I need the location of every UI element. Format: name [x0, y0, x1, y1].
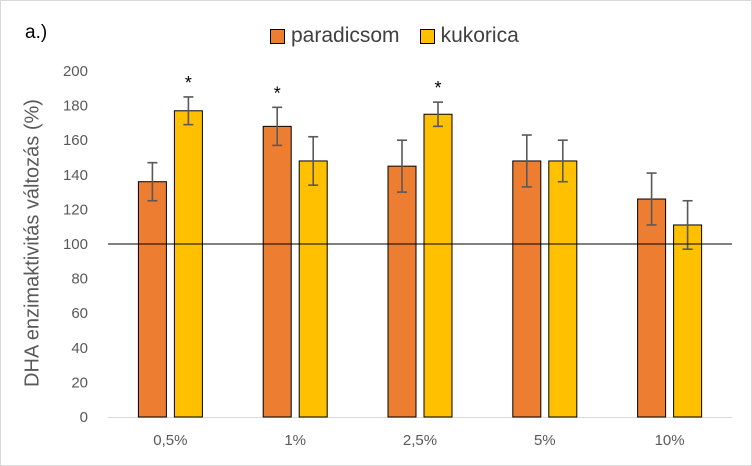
x-tick-label: 1% — [284, 432, 306, 449]
bar-paradicsom-2 — [388, 166, 416, 417]
bar-kukorica-4 — [674, 225, 702, 417]
y-tick-label: 120 — [63, 201, 88, 218]
y-tick-label: 80 — [71, 271, 88, 288]
y-tick-label: 20 — [71, 374, 88, 391]
significance-marker: * — [434, 78, 441, 98]
bar-paradicsom-1 — [263, 126, 291, 417]
significance-marker: * — [274, 83, 281, 103]
x-tick-label: 5% — [534, 432, 556, 449]
bar-kukorica-0 — [174, 111, 202, 417]
bar-kukorica-3 — [549, 161, 577, 417]
bar-kukorica-1 — [299, 161, 327, 417]
y-tick-label: 100 — [63, 236, 88, 253]
significance-marker: * — [185, 73, 192, 93]
y-tick-label: 200 — [63, 63, 88, 80]
y-tick-label: 160 — [63, 132, 88, 149]
y-tick-label: 40 — [71, 340, 88, 357]
y-tick-label: 140 — [63, 167, 88, 184]
x-tick-label: 2,5% — [403, 432, 437, 449]
x-tick-label: 10% — [655, 432, 685, 449]
y-tick-label: 180 — [63, 98, 88, 115]
x-tick-label: 0,5% — [153, 432, 187, 449]
y-tick-label: 0 — [80, 409, 88, 426]
bar-paradicsom-4 — [638, 199, 666, 417]
y-tick-label: 60 — [71, 305, 88, 322]
bar-paradicsom-0 — [138, 182, 166, 417]
bar-paradicsom-3 — [513, 161, 541, 417]
bar-kukorica-2 — [424, 114, 452, 417]
